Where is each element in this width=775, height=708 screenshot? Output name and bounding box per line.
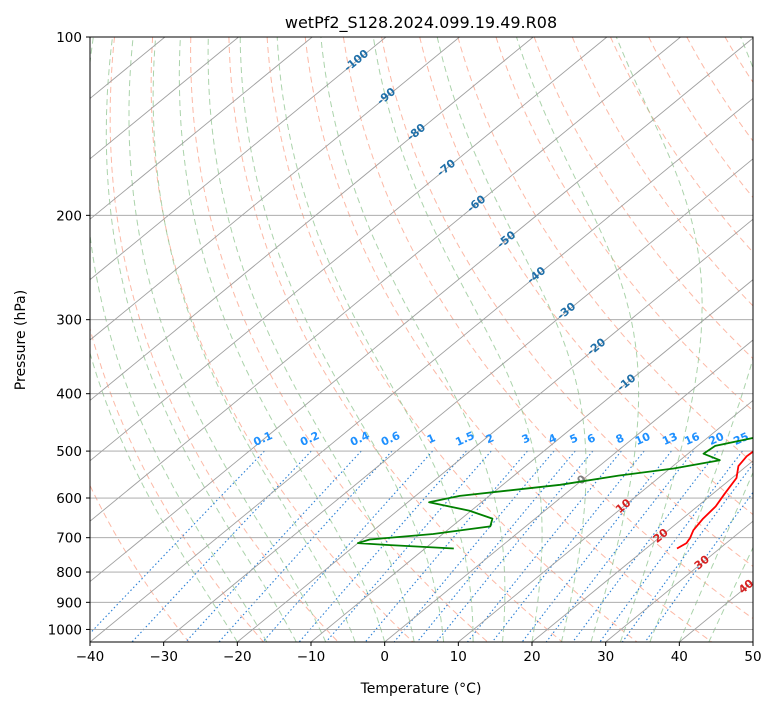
x-tick-label: −10 [297, 649, 326, 665]
mixing-ratio-line [599, 450, 743, 642]
y-tick-label: 800 [56, 565, 82, 581]
x-tick-label: −30 [149, 649, 178, 665]
moist-adiabat [152, 37, 356, 642]
isotherm-line [90, 37, 753, 583]
moist-adiabat [90, 351, 238, 642]
moist-adiabat [516, 37, 640, 642]
mixing-ratio-line [435, 450, 594, 642]
mixing-ratio-line [644, 491, 753, 642]
y-axis-label: Pressure (hPa) [13, 290, 29, 390]
moist-adiabat [649, 37, 753, 642]
y-tick-label: 100 [56, 30, 82, 46]
mixing-ratio-line [491, 450, 645, 642]
x-tick-label: 50 [744, 649, 761, 665]
x-tick-label: −20 [223, 649, 252, 665]
isotherm-line [90, 37, 460, 341]
y-tick-label: 1000 [48, 622, 82, 638]
mixing-ratio-label: 13 [660, 430, 679, 448]
dry-adiabat [419, 37, 753, 516]
dry-adiabat [381, 37, 753, 568]
dry-adiabat [533, 37, 753, 360]
moist-adiabat [615, 37, 703, 642]
moist-adiabat [678, 471, 753, 642]
moist-adiabat [207, 37, 415, 642]
y-axis-ticks: 100 200 300 400 500 600 700 800 900 1000 [48, 30, 90, 638]
dry-adiabat [109, 37, 339, 642]
isotherm-line [90, 37, 239, 160]
mixing-ratio-line [185, 450, 362, 642]
isotherm-line [90, 37, 681, 522]
moist-adiabat [178, 37, 386, 642]
isotherm-line [90, 37, 534, 401]
isotherm-line [458, 399, 753, 642]
y-tick-label: 200 [56, 208, 82, 224]
isotherm-line [531, 460, 753, 642]
isotherm-line [90, 97, 753, 642]
mixing-ratio-line [393, 450, 555, 642]
dry-adiabat [90, 326, 264, 642]
isotherm-line [605, 520, 753, 642]
y-tick-label: 600 [56, 491, 82, 507]
mixing-ratio-line [262, 450, 434, 642]
background-lines [90, 37, 753, 642]
mixing-ratio-label: 10 [633, 430, 653, 448]
x-tick-label: 0 [380, 649, 389, 665]
y-tick-label: 900 [56, 595, 82, 611]
moist-adiabat [105, 37, 297, 642]
mixing-ratio-line [572, 450, 719, 642]
plot-frame [89, 36, 754, 643]
dry-adiabat [304, 37, 712, 642]
dry-adiabat [266, 37, 638, 642]
temperature-profile [676, 450, 753, 550]
x-axis-label: Temperature (°C) [360, 681, 482, 697]
isotherm-line [90, 37, 608, 462]
moist-adiabat [239, 37, 445, 642]
x-tick-label: 20 [523, 649, 540, 665]
profile-lines [357, 436, 753, 550]
isotherm-line [384, 339, 753, 642]
y-tick-label: 700 [56, 531, 82, 547]
x-tick-label: 40 [671, 649, 688, 665]
x-axis-ticks: −40 −30 −20 −10 0 10 20 30 40 50 [76, 642, 762, 665]
y-tick-label: 300 [56, 313, 82, 329]
dry-adiabat [90, 484, 190, 642]
y-tick-label: 500 [56, 444, 82, 460]
moist-adiabat [90, 37, 268, 642]
dry-adiabat [610, 37, 753, 253]
x-tick-label: 30 [597, 649, 614, 665]
mixing-ratio-line [416, 450, 576, 642]
y-tick-label: 400 [56, 387, 82, 403]
moist-adiabat [276, 37, 474, 642]
isotherm-line [237, 218, 753, 642]
isotherm-line [163, 158, 753, 642]
dry-adiabat [342, 37, 753, 620]
isotherm-line [310, 279, 753, 642]
mixing-ratio-label: 20 [707, 430, 727, 448]
dewpoint-profile [357, 436, 753, 550]
mixing-ratio-line [467, 450, 622, 642]
mixing-ratio-line [90, 450, 265, 635]
x-tick-label: 10 [450, 649, 467, 665]
mixing-ratio-line [521, 450, 672, 642]
chart-title: wetPf2_S128.2024.099.19.49.R08 [285, 13, 557, 33]
dry-adiabat [571, 37, 753, 307]
mixing-ratio-line [364, 450, 528, 642]
moist-adiabat [128, 37, 327, 642]
isotherm-line [90, 37, 387, 281]
isotherm-line [90, 37, 313, 220]
moist-adiabat [436, 37, 587, 642]
moist-adiabat [320, 37, 506, 642]
x-tick-label: −40 [76, 649, 105, 665]
dry-adiabat [150, 37, 414, 642]
mixing-ratio-label: 16 [682, 430, 702, 448]
mixing-ratio-line [218, 450, 393, 642]
dry-adiabat [228, 37, 563, 642]
mixing-ratio-label: 25 [731, 430, 750, 448]
